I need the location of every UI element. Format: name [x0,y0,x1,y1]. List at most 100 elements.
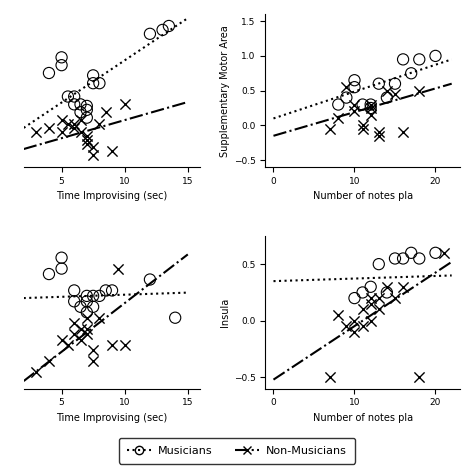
Point [407,249,415,256]
Point [83,106,91,114]
Point [351,108,358,115]
Point [359,122,366,129]
X-axis label: Number of notes pla: Number of notes pla [312,413,413,423]
Point [83,140,91,147]
Point [351,101,358,109]
Point [102,109,109,116]
Point [121,341,128,349]
Point [351,317,358,325]
Point [327,374,334,381]
Point [121,100,128,108]
Point [399,283,407,291]
Point [83,330,91,338]
Point [89,303,97,310]
Point [33,128,40,136]
Point [45,124,53,132]
Point [64,120,72,128]
Point [58,265,65,273]
Point [77,336,84,343]
Point [58,116,65,124]
Legend: Musicians, Non-Musicians: Musicians, Non-Musicians [119,438,355,464]
Point [391,294,399,302]
Point [343,94,350,101]
Point [351,76,358,84]
Point [83,292,91,300]
Point [71,100,78,108]
Point [58,336,65,343]
Point [367,283,374,291]
X-axis label: Number of notes pla: Number of notes pla [312,191,413,201]
Point [89,72,97,79]
Point [416,87,423,94]
Point [89,346,97,354]
Point [391,91,399,98]
Point [77,303,84,310]
Point [58,61,65,69]
Point [399,255,407,262]
Point [96,120,103,128]
Point [102,287,109,294]
Point [89,292,97,300]
Point [399,128,407,136]
Point [172,314,179,321]
Point [375,260,383,268]
Point [58,54,65,61]
Point [359,306,366,313]
Point [399,55,407,63]
Point [64,93,72,100]
Point [165,22,173,30]
Point [96,80,103,87]
Point [71,120,78,128]
Point [351,294,358,302]
Point [375,128,383,136]
Point [108,341,116,349]
Point [45,69,53,77]
Point [83,114,91,121]
Point [383,289,391,296]
Point [432,249,439,256]
Point [367,300,374,308]
Point [83,102,91,109]
Point [359,125,366,133]
Point [335,311,342,319]
Point [432,52,439,60]
Point [83,309,91,316]
Point [335,101,342,109]
Point [367,101,374,109]
Point [89,80,97,87]
Point [83,325,91,332]
Point [89,144,97,151]
Point [327,125,334,133]
Point [77,116,84,124]
Point [96,314,103,321]
Point [77,100,84,108]
Point [359,289,366,296]
Point [108,287,116,294]
Point [115,265,122,273]
X-axis label: Time Improvising (sec): Time Improvising (sec) [56,413,168,423]
Y-axis label: Supplementary Motor Area: Supplementary Motor Area [219,25,229,156]
Point [416,255,423,262]
Point [89,357,97,365]
Point [343,323,350,330]
Point [391,80,399,88]
Point [146,276,154,283]
Point [335,115,342,122]
Point [383,87,391,94]
Point [89,152,97,159]
Point [407,70,415,77]
Point [416,55,423,63]
Point [71,298,78,305]
Point [391,255,399,262]
Point [83,298,91,305]
Point [71,319,78,327]
Point [351,328,358,336]
Point [58,254,65,262]
Point [383,94,391,101]
Point [351,83,358,91]
Point [416,374,423,381]
Point [367,104,374,112]
Point [359,101,366,109]
Point [83,314,91,321]
Point [375,294,383,302]
